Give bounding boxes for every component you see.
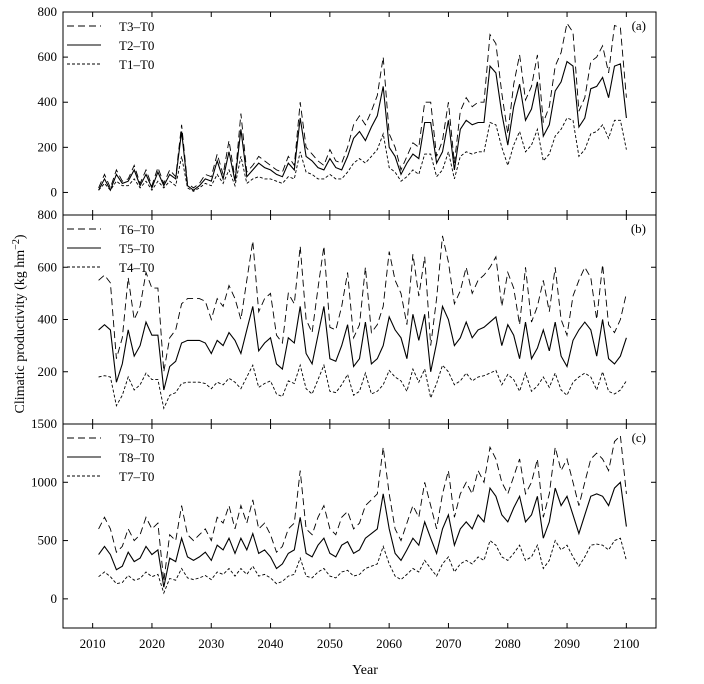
series-line-short-dash — [98, 117, 627, 192]
legend-label: T8–T0 — [119, 450, 154, 465]
x-tick-label: 2100 — [613, 636, 639, 651]
y-tick-label: 200 — [38, 364, 58, 379]
y-tick-label: 1000 — [31, 474, 57, 489]
series-line-short-dash — [98, 363, 627, 410]
panel-frame — [62, 423, 657, 629]
y-tick-label: 0 — [51, 591, 58, 606]
series-line-solid — [98, 481, 627, 588]
y-tick-label: 800 — [38, 207, 58, 222]
series-line-long-dash — [98, 235, 627, 372]
panel-2: 0 500 1000 1500 T9–T0 T8–T0 T7–T0 (c) — [31, 416, 657, 629]
y-axis-label-superscript: −2 — [11, 239, 22, 250]
panel-tag: (c) — [632, 430, 646, 445]
series-line-short-dash — [98, 537, 627, 595]
x-tick-label: 2010 — [80, 636, 106, 651]
legend-label: T5–T0 — [119, 241, 154, 256]
legend-label: T7–T0 — [119, 469, 154, 484]
series-line-solid — [98, 304, 627, 391]
panel-tag: (b) — [631, 221, 646, 236]
x-tick-label: 2070 — [435, 636, 461, 651]
series-line-long-dash — [98, 434, 627, 582]
legend-label: T4–T0 — [119, 260, 154, 275]
series-line-solid — [98, 60, 627, 192]
y-tick-label: 0 — [51, 184, 58, 199]
y-tick-label: 600 — [38, 259, 58, 274]
x-tick-label: 2050 — [317, 636, 343, 651]
x-tick-label: 2060 — [376, 636, 402, 651]
y-tick-label: 200 — [38, 139, 58, 154]
legend-label: T3–T0 — [119, 19, 154, 34]
panels-layer: 0 200 400 600 800 T3–T0 T2–T0 T1–T0 (a) 200 400 600… — [31, 4, 657, 629]
y-tick-label: 1500 — [31, 416, 57, 431]
x-axis: 2010 2020 2030 2040 2050 2060 2070 2080 2090 2100 — [80, 636, 640, 651]
x-tick-label: 2090 — [554, 636, 580, 651]
legend-label: T1–T0 — [119, 57, 154, 72]
y-tick-label: 500 — [38, 533, 58, 548]
x-tick-label: 2080 — [495, 636, 521, 651]
panel-tag: (a) — [632, 18, 646, 33]
y-tick-label: 400 — [38, 312, 58, 327]
series-line-long-dash — [98, 22, 627, 190]
legend-label: T9–T0 — [119, 431, 154, 446]
panel-0: 0 200 400 600 800 T3–T0 T2–T0 T1–T0 (a) — [38, 4, 657, 216]
y-tick-label: 600 — [38, 49, 58, 64]
panel-1: 200 400 600 800 T6–T0 T5–T0 T4–T0 (b) — [38, 207, 657, 425]
x-axis-label: Year — [352, 663, 378, 678]
y-tick-label: 400 — [38, 94, 58, 109]
legend-label: T2–T0 — [119, 38, 154, 53]
y-axis-label: Climatic productivity (kg hm−2) — [11, 234, 28, 413]
x-tick-label: 2040 — [258, 636, 284, 651]
x-tick-label: 2030 — [198, 636, 224, 651]
y-tick-label: 800 — [38, 4, 58, 19]
x-tick-label: 2020 — [139, 636, 165, 651]
legend-label: T6–T0 — [119, 222, 154, 237]
